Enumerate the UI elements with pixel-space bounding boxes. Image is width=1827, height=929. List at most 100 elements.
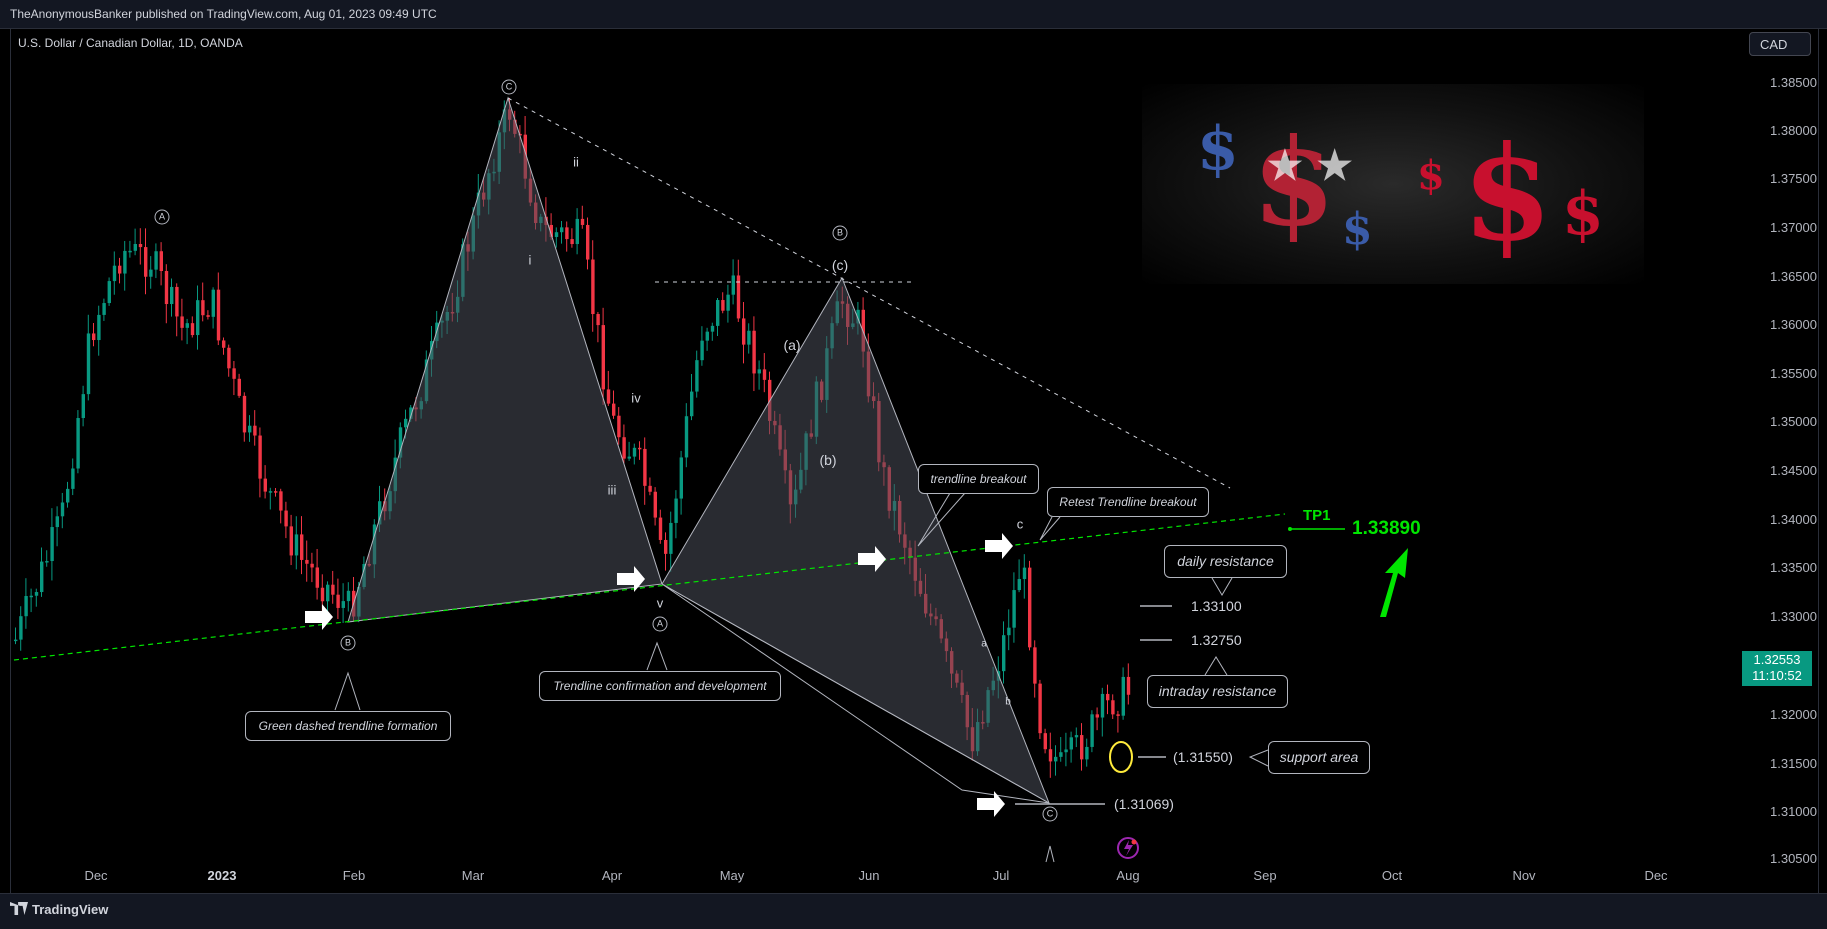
callout-pointer xyxy=(334,671,361,711)
candle xyxy=(586,224,590,260)
candle xyxy=(284,510,288,527)
candle xyxy=(617,415,621,438)
candle xyxy=(164,271,169,305)
callout-pointer xyxy=(1039,516,1061,541)
candle xyxy=(196,300,200,336)
candle xyxy=(690,391,694,417)
candle xyxy=(622,437,626,459)
arrow-right-icon xyxy=(305,604,333,630)
candle xyxy=(216,289,221,341)
candle xyxy=(237,378,241,396)
level-1-label: 1.33100 xyxy=(1191,598,1242,614)
small-dollar-icon-3: $ xyxy=(1342,204,1373,255)
candle xyxy=(1002,635,1006,672)
green-trendline-callout: Green dashed trendline formation xyxy=(245,711,451,741)
candle xyxy=(1116,714,1120,716)
footer-bar xyxy=(0,893,1827,929)
candle xyxy=(144,247,148,277)
candle xyxy=(658,517,663,540)
price-tick-label: 1.34500 xyxy=(1770,463,1817,478)
wave-label: ii xyxy=(573,154,579,170)
candle xyxy=(60,502,65,517)
candle xyxy=(1017,579,1021,591)
candle xyxy=(752,330,756,374)
price-tick-label: 1.38500 xyxy=(1770,75,1817,90)
callout-pointer xyxy=(1211,577,1233,596)
wave-label: A xyxy=(154,209,170,225)
pattern-triangle-1 xyxy=(347,96,663,623)
candle xyxy=(679,457,683,499)
candle xyxy=(248,425,252,433)
candle xyxy=(757,369,761,374)
wave-label: C xyxy=(1042,806,1058,822)
candle xyxy=(700,340,704,361)
candle xyxy=(736,275,741,319)
candle xyxy=(653,491,657,518)
candle xyxy=(726,294,730,311)
arrow-right-icon xyxy=(977,791,1005,817)
candle xyxy=(554,232,559,237)
wave-label: a xyxy=(981,638,987,650)
candle xyxy=(300,534,304,560)
time-tick-label: Sep xyxy=(1253,868,1277,883)
time-tick-label: Oct xyxy=(1381,868,1403,883)
candle xyxy=(721,300,725,311)
candle xyxy=(107,281,111,304)
candle xyxy=(310,563,314,568)
symbol-title[interactable]: U.S. Dollar / Canadian Dollar, 1D, OANDA xyxy=(18,36,243,50)
candle xyxy=(1106,693,1110,701)
price-tick-label: 1.35000 xyxy=(1770,414,1817,429)
time-tick-label: May xyxy=(719,868,745,883)
candle xyxy=(1090,714,1094,747)
wave-label: iii xyxy=(607,482,617,498)
support-level-label: (1.31550) xyxy=(1173,749,1233,765)
candle xyxy=(606,389,611,404)
candle xyxy=(1095,714,1099,718)
white-arrows xyxy=(305,533,1013,817)
candle xyxy=(346,590,351,602)
tradingview-logo[interactable]: TradingView xyxy=(10,902,108,917)
wave-label: A xyxy=(652,616,668,632)
candle xyxy=(170,286,174,305)
candle xyxy=(34,592,39,596)
candle xyxy=(1121,676,1125,716)
currency-button[interactable]: CAD xyxy=(1749,32,1811,56)
candle xyxy=(211,289,215,317)
candle xyxy=(1007,627,1011,636)
candle xyxy=(81,394,85,419)
candle xyxy=(19,616,23,640)
candle xyxy=(1028,567,1032,648)
chart-area[interactable] xyxy=(10,28,1819,893)
arrow-right-icon xyxy=(858,546,886,572)
candle xyxy=(1059,752,1063,757)
candle xyxy=(258,435,262,479)
candle xyxy=(560,227,564,233)
tp1-label: TP1 xyxy=(1303,507,1331,524)
brand-label: TradingView xyxy=(32,902,109,917)
candle xyxy=(1080,735,1084,760)
candle xyxy=(305,559,309,564)
svg-text:★ ★: ★ ★ xyxy=(1267,142,1353,189)
candle xyxy=(731,275,735,295)
candle xyxy=(549,224,553,237)
time-tick-label: Dec xyxy=(1644,868,1668,883)
usa-dollar-icon: $ xyxy=(1252,112,1336,253)
candle xyxy=(289,526,293,556)
price-tick-label: 1.37000 xyxy=(1770,220,1817,235)
price-tick-label: 1.30500 xyxy=(1770,851,1817,866)
candle xyxy=(92,333,96,341)
candle xyxy=(710,325,715,332)
candle xyxy=(1022,567,1027,580)
candle xyxy=(149,269,153,277)
candle xyxy=(159,251,163,272)
candle xyxy=(86,333,91,395)
candle xyxy=(627,456,631,459)
alert-icon xyxy=(1117,837,1139,859)
candle xyxy=(580,218,585,225)
price-tick-label: 1.37500 xyxy=(1770,171,1817,186)
callout-pointer xyxy=(1248,749,1269,767)
candle xyxy=(175,286,179,317)
candle xyxy=(55,516,59,528)
time-tick-label: Feb xyxy=(342,868,366,883)
candle xyxy=(29,595,33,598)
